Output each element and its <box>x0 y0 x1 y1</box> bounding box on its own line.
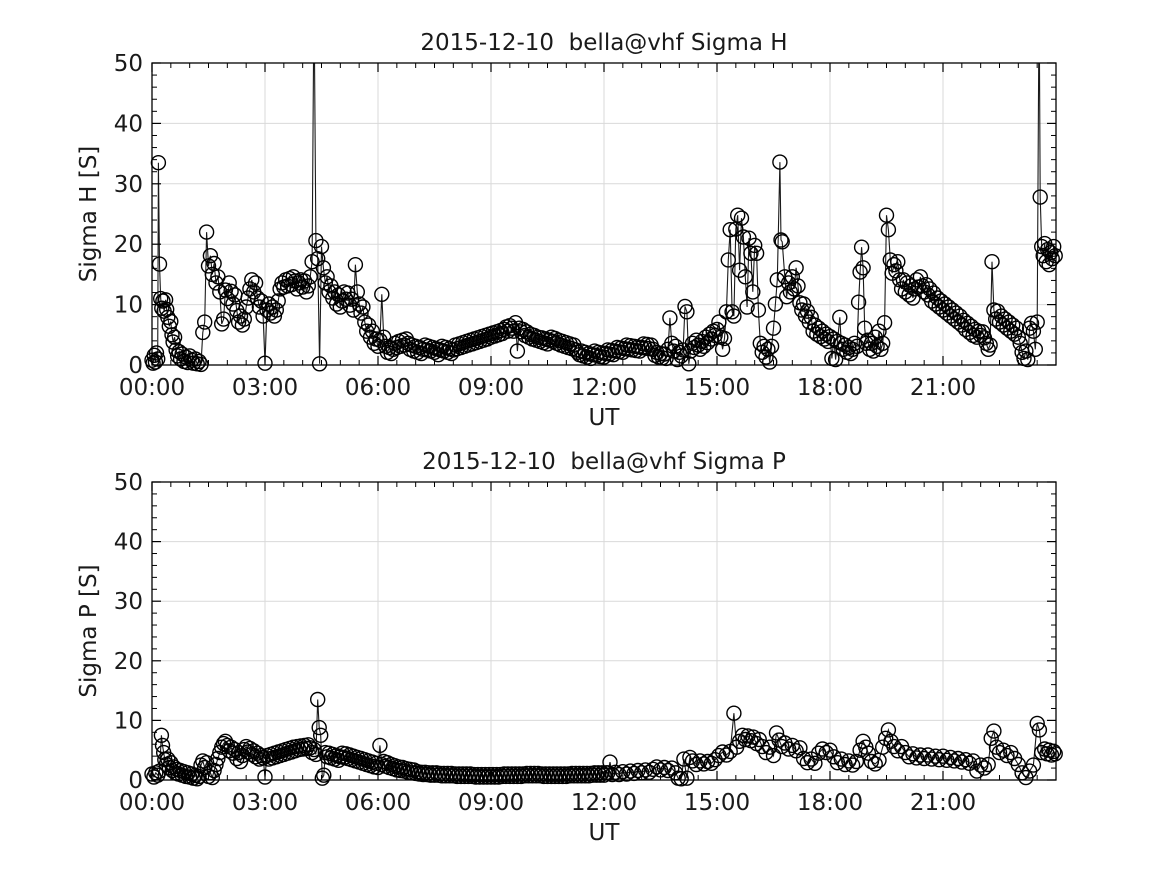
x-tick-label: 00:00 <box>119 375 185 401</box>
y-tick-label: 40 <box>114 530 143 556</box>
x-tick-label: 09:00 <box>458 375 524 401</box>
x-tick-label: 06:00 <box>345 375 411 401</box>
series-markers <box>144 691 1063 787</box>
data-series <box>144 63 1063 373</box>
tick-labels: 00:00 03:00 06:00 09:00 12:00 15:00 18:00 21:00… <box>114 470 976 816</box>
axis-ticks <box>151 481 1056 781</box>
y-tick-label: 30 <box>114 589 143 615</box>
sigma-p-plot-area: 00:00 03:00 06:00 09:00 12:00 15:00 18:00 21:00… <box>114 470 1063 816</box>
chart-title: 2015-12-10 bella@vhf Sigma P <box>422 449 786 475</box>
x-tick-label: 18:00 <box>797 375 863 401</box>
sigma-h-chart: 00:00 03:00 06:00 09:00 12:00 15:00 18:00 21:00… <box>76 30 1063 431</box>
gridlines <box>152 482 1056 780</box>
x-tick-label: 03:00 <box>232 375 298 401</box>
x-tick-label: 21:00 <box>910 375 976 401</box>
chart-title: 2015-12-10 bella@vhf Sigma H <box>420 30 787 56</box>
sigma-h-plot-area: 00:00 03:00 06:00 09:00 12:00 15:00 18:00 21:00… <box>114 51 1063 401</box>
x-tick-label: 15:00 <box>684 790 750 816</box>
x-tick-label: 12:00 <box>571 790 637 816</box>
y-tick-label: 10 <box>114 293 143 319</box>
y-tick-label: 0 <box>128 768 143 794</box>
y-tick-label: 30 <box>114 172 143 198</box>
y-tick-label: 20 <box>114 232 143 258</box>
x-tick-label: 21:00 <box>910 790 976 816</box>
x-tick-label: 06:00 <box>345 790 411 816</box>
x-tick-label: 09:00 <box>458 790 524 816</box>
y-axis-label: Sigma H [S] <box>76 146 102 283</box>
x-tick-label: 12:00 <box>571 375 637 401</box>
x-axis-label: UT <box>589 820 621 846</box>
sigma-p-chart: 00:00 03:00 06:00 09:00 12:00 15:00 18:00 21:00… <box>76 449 1063 846</box>
y-tick-label: 50 <box>114 470 143 496</box>
series-markers <box>144 154 1063 373</box>
gridlines <box>152 63 1056 365</box>
x-tick-label: 15:00 <box>684 375 750 401</box>
y-tick-label: 10 <box>114 708 143 734</box>
x-axis-label: UT <box>589 405 621 431</box>
y-tick-label: 20 <box>114 649 143 675</box>
y-tick-label: 40 <box>114 111 143 137</box>
x-tick-label: 00:00 <box>119 790 185 816</box>
data-series <box>144 691 1063 787</box>
tick-labels: 00:00 03:00 06:00 09:00 12:00 15:00 18:00 21:00… <box>114 51 976 401</box>
y-axis-label: Sigma P [S] <box>76 564 102 697</box>
x-tick-label: 03:00 <box>232 790 298 816</box>
axis-ticks <box>151 62 1056 366</box>
x-tick-label: 18:00 <box>797 790 863 816</box>
y-tick-label: 0 <box>128 353 143 379</box>
y-tick-label: 50 <box>114 51 143 77</box>
